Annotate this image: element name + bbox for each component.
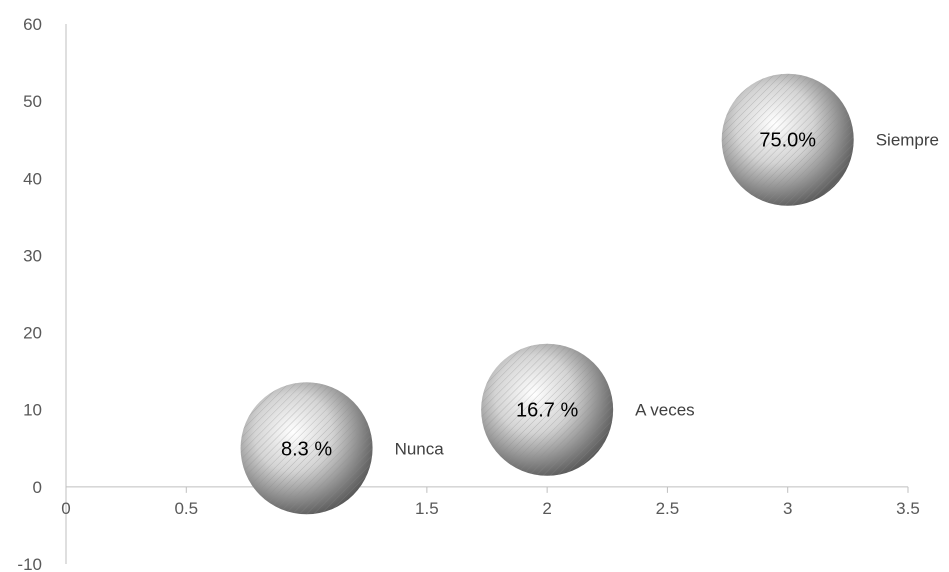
bubbles: 8.3 % Nunca 16.7 % A veces 75.0% Siempre	[240, 73, 939, 515]
x-tick-label: 3	[783, 499, 792, 518]
y-tick-label: 10	[23, 401, 42, 420]
x-tick-label: 2	[542, 499, 551, 518]
x-tick-label: 1.5	[415, 499, 439, 518]
bubble-category-label: Siempre	[876, 131, 939, 150]
bubble-point: 8.3 % Nunca	[240, 382, 445, 515]
bubble-point: 16.7 % A veces	[481, 343, 695, 476]
x-tick-label: 2.5	[656, 499, 680, 518]
y-tick-label: 40	[23, 169, 42, 188]
x-tick-label: 3.5	[896, 499, 920, 518]
y-tick-label: 30	[23, 246, 42, 265]
bubble-value-label: 16.7 %	[516, 400, 578, 422]
bubble-point: 75.0% Siempre	[721, 73, 939, 206]
y-tick-label: 0	[33, 478, 42, 497]
bubble-hatch	[240, 382, 373, 515]
y-tick-label: 60	[23, 15, 42, 34]
bubble-hatch	[481, 343, 614, 476]
axes	[65, 24, 908, 564]
y-tick-label: 20	[23, 324, 42, 343]
x-tick-label: 0	[61, 499, 70, 518]
bubble-hatch	[721, 73, 854, 206]
bubble-value-label: 75.0%	[759, 130, 816, 152]
bubble-value-label: 8.3 %	[281, 438, 332, 460]
bubble-category-label: Nunca	[395, 439, 445, 458]
y-tick-label: 50	[23, 92, 42, 111]
bubble-category-label: A veces	[635, 401, 695, 420]
y-tick-label: -10	[17, 555, 42, 572]
x-tick-label: 0.5	[174, 499, 198, 518]
